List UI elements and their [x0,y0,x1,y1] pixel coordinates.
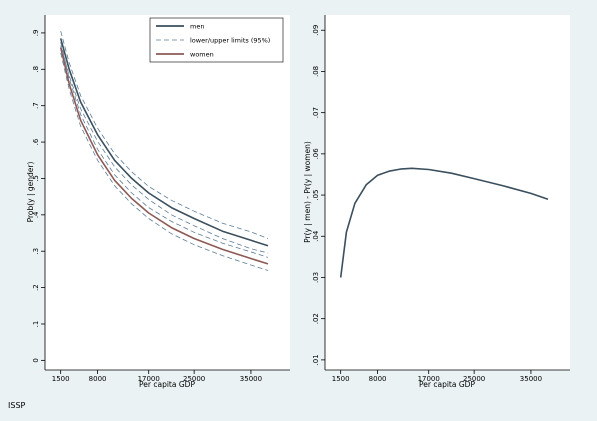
x-tick-label: 1500 [332,375,350,383]
series-line-0-0 [59,38,269,247]
y-tick-label: .05 [312,189,320,200]
right-y-axis-title: Pr(y | men) - Pr(y | women) [303,141,312,243]
legend-label-men: men [190,23,204,31]
y-tick-label: .08 [312,66,320,77]
y-tick-label: .09 [312,25,320,36]
source-note: ISSP [8,401,26,410]
y-tick-label: .07 [312,107,320,118]
x-tick-label: 8000 [89,375,107,383]
y-tick-label: .03 [312,272,320,283]
y-tick-label: .1 [32,321,40,328]
x-tick-label: 1500 [52,375,70,383]
x-tick-label: 17000 [418,375,440,383]
y-tick-label: 0 [32,358,40,362]
series-line-1-0 [339,167,549,278]
left-chart-panel: 1500 8000 17000 25000 35000 0 .1 .2 .3 .4 .5 .6 .7 .8… [26,15,290,389]
right-axes: 1500 8000 17000 25000 35000 .01 .02 .03 .04 .05 .0… [312,15,570,383]
left-plot-area [45,15,290,370]
y-tick-label: .5 [32,175,40,182]
y-tick-label: .3 [32,248,40,255]
left-axes: 1500 8000 17000 25000 35000 0 .1 .2 .3 .4 .5 .6 .7 .8… [32,15,290,383]
y-tick-label: .7 [32,102,40,109]
x-tick-label: 35000 [520,375,542,383]
y-tick-label: .01 [312,354,320,365]
series-line-0-3 [59,47,269,265]
series-line-0-5 [60,52,269,271]
series-line-0-4 [60,41,269,258]
series-line-0-2 [60,45,269,254]
y-tick-label: .02 [312,313,320,324]
x-tick-label: 25000 [463,375,485,383]
y-tick-label: .06 [312,148,320,160]
y-tick-label: .04 [312,230,320,242]
x-tick-label: 17000 [138,375,160,383]
y-tick-label: .2 [32,284,40,291]
series-line-0-1 [60,30,269,239]
legend: men lower/upper limits (95%) women [149,17,284,63]
left-x-axis-title: Per capita GDP [139,380,195,389]
x-tick-label: 25000 [183,375,205,383]
left-series-group [59,30,269,271]
left-y-axis-title: Prob(y | gender) [26,162,35,223]
right-series-group [339,167,549,278]
x-tick-label: 35000 [240,375,262,383]
y-tick-label: .6 [32,138,40,145]
legend-label-women: women [190,51,214,59]
y-tick-label: .8 [32,66,40,73]
y-tick-label: .4 [32,211,40,218]
y-tick-label: .9 [32,30,40,37]
x-tick-label: 8000 [369,375,387,383]
legend-label-limits: lower/upper limits (95%) [190,37,270,45]
right-chart-panel: 1500 8000 17000 25000 35000 .01 .02 .03 .04 .05 .0… [303,15,570,389]
right-x-axis-title: Per capita GDP [419,380,475,389]
